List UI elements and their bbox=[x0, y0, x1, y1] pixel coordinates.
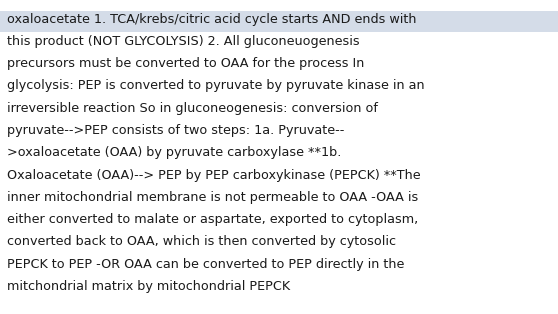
Text: mitchondrial matrix by mitochondrial PEPCK: mitchondrial matrix by mitochondrial PEP… bbox=[7, 280, 290, 293]
Text: precursors must be converted to OAA for the process In: precursors must be converted to OAA for … bbox=[7, 57, 364, 70]
Text: irreversible reaction So in gluconeogenesis: conversion of: irreversible reaction So in gluconeogene… bbox=[7, 102, 378, 115]
Text: PEPCK to PEP -OR OAA can be converted to PEP directly in the: PEPCK to PEP -OR OAA can be converted to… bbox=[7, 258, 404, 271]
Text: converted back to OAA, which is then converted by cytosolic: converted back to OAA, which is then con… bbox=[7, 236, 396, 248]
Bar bbox=[0, 11, 558, 31]
Text: glycolysis: PEP is converted to pyruvate by pyruvate kinase in an: glycolysis: PEP is converted to pyruvate… bbox=[7, 79, 424, 92]
Text: oxaloacetate 1. TCA/krebs/citric acid cycle starts AND ends with: oxaloacetate 1. TCA/krebs/citric acid cy… bbox=[7, 13, 416, 25]
Text: Oxaloacetate (OAA)--> PEP by PEP carboxykinase (PEPCK) **The: Oxaloacetate (OAA)--> PEP by PEP carboxy… bbox=[7, 169, 420, 181]
Text: inner mitochondrial membrane is not permeable to OAA -OAA is: inner mitochondrial membrane is not perm… bbox=[7, 191, 418, 204]
Text: this product (NOT GLYCOLYSIS) 2. All gluconeuogenesis: this product (NOT GLYCOLYSIS) 2. All glu… bbox=[7, 35, 359, 48]
Text: >oxaloacetate (OAA) by pyruvate carboxylase **1b.: >oxaloacetate (OAA) by pyruvate carboxyl… bbox=[7, 146, 341, 159]
Text: either converted to malate or aspartate, exported to cytoplasm,: either converted to malate or aspartate,… bbox=[7, 213, 418, 226]
Text: pyruvate-->PEP consists of two steps: 1a. Pyruvate--: pyruvate-->PEP consists of two steps: 1a… bbox=[7, 124, 344, 137]
